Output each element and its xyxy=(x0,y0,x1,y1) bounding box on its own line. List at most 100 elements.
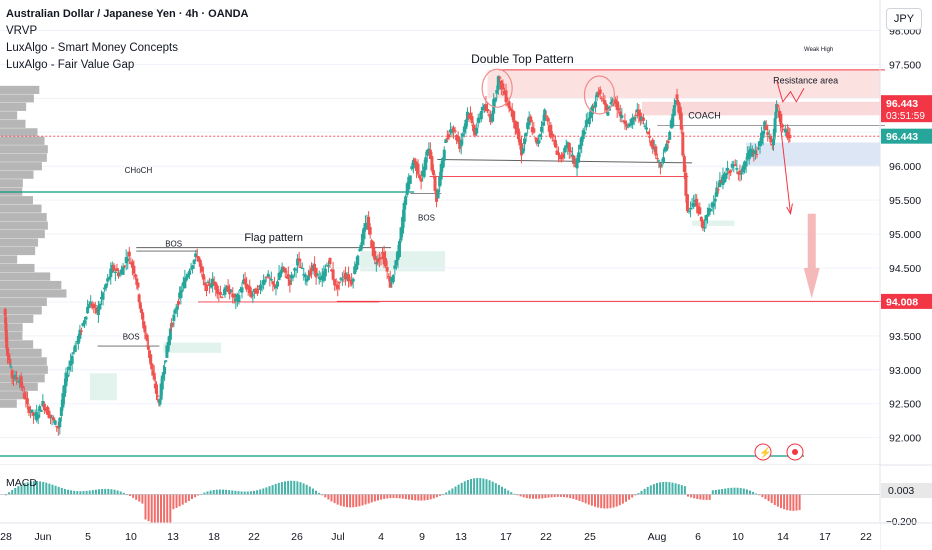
macd-bar xyxy=(764,494,767,500)
candle-body xyxy=(755,154,759,156)
macd-bar xyxy=(88,490,91,495)
time-axis[interactable]: 28 Jun 5 10 13 18 22 26 Jul 4 9 13 17 22 25 Aug 6 10 14 17 2… xyxy=(0,522,932,550)
candle-body xyxy=(390,276,394,283)
candle-body xyxy=(552,140,556,142)
macd-bar xyxy=(262,488,265,495)
candle-body xyxy=(382,252,386,265)
candle-body xyxy=(112,264,116,271)
candle-body xyxy=(698,207,702,215)
macd-bar xyxy=(249,491,252,495)
candle-body xyxy=(410,166,414,170)
macd-bar xyxy=(522,494,525,498)
macd-bar xyxy=(373,494,376,502)
macd-bar xyxy=(352,494,355,508)
macd-bar xyxy=(246,491,249,495)
macd-bar xyxy=(20,484,23,495)
macd-background xyxy=(0,465,880,518)
candle-body xyxy=(320,275,324,280)
candle-body xyxy=(564,145,568,149)
candle-body xyxy=(455,135,459,141)
candle-body xyxy=(577,152,581,163)
macd-bar xyxy=(135,494,138,500)
macd-bar xyxy=(67,489,69,495)
candle-body xyxy=(727,171,731,174)
time-tick-label: 9 xyxy=(419,531,425,543)
volume-profile-bar xyxy=(0,365,48,374)
candle-body xyxy=(452,127,456,132)
candle-body xyxy=(738,170,742,175)
candle-body xyxy=(103,287,107,290)
macd-bar xyxy=(318,492,321,495)
candle-body xyxy=(104,283,108,288)
time-tick-label: 4 xyxy=(378,531,384,543)
candle-body xyxy=(347,274,351,282)
macd-bar xyxy=(615,494,618,507)
macd-bar xyxy=(646,487,649,495)
macd-bar xyxy=(603,494,606,509)
macd-bar xyxy=(705,494,708,500)
candle-body xyxy=(362,227,366,240)
macd-bar xyxy=(73,490,76,495)
candle-body xyxy=(148,350,152,358)
candle-body xyxy=(179,290,183,298)
candle-body xyxy=(262,279,266,286)
candle-body xyxy=(137,294,141,303)
candle-body xyxy=(249,291,253,298)
macd-bar xyxy=(94,489,97,495)
candle-body xyxy=(710,202,714,208)
volume-profile-bar xyxy=(0,119,26,128)
symbol-title[interactable]: Australian Dollar / Japanese Yen · 4h · … xyxy=(6,8,249,20)
candle-body xyxy=(313,264,317,272)
indicator-fvg[interactable]: LuxAlgo - Fair Value Gap xyxy=(6,59,135,71)
candle-body xyxy=(163,366,167,375)
candle-body xyxy=(151,370,155,375)
candle-body xyxy=(519,143,523,156)
candle-body xyxy=(141,312,145,320)
candle-body xyxy=(9,366,13,368)
candle-body xyxy=(769,135,773,143)
candle-body xyxy=(3,308,7,316)
time-tick-label: Jun xyxy=(35,531,52,543)
candle-body xyxy=(773,118,777,133)
macd-bar xyxy=(637,493,640,495)
candle-body xyxy=(145,334,149,342)
macd-bar xyxy=(138,494,141,502)
macd-bar xyxy=(606,494,609,509)
candle-body xyxy=(33,414,37,416)
macd-bar xyxy=(584,494,587,504)
candle-body xyxy=(214,282,218,290)
macd-bar xyxy=(311,488,314,495)
candle-body xyxy=(5,337,9,349)
candle-body xyxy=(704,215,708,221)
candle-body xyxy=(72,352,76,354)
candle-body xyxy=(635,109,639,113)
macd-bar xyxy=(439,494,441,496)
candle-body xyxy=(506,101,510,105)
macd-bar xyxy=(463,481,466,495)
candle-body xyxy=(81,323,85,326)
volume-profile-bar xyxy=(0,230,45,239)
candle-body xyxy=(767,136,771,138)
macd-bar xyxy=(776,494,779,507)
macd-bar xyxy=(156,494,159,525)
candle-body xyxy=(465,111,469,120)
macd-bar xyxy=(538,494,541,499)
macd-bar xyxy=(122,492,125,495)
candle-body xyxy=(584,120,588,128)
candle-body xyxy=(203,282,207,286)
macd-bar xyxy=(265,487,268,495)
macd-bar xyxy=(392,494,395,499)
price-axis[interactable]: 98.00097.50097.00096.50096.00095.50095.0… xyxy=(879,0,932,550)
macd-bar xyxy=(141,494,144,504)
currency-button[interactable]: JPY xyxy=(886,8,922,30)
countdown-tag: 03:51:59 xyxy=(886,111,925,122)
candle-body xyxy=(177,300,181,305)
candle-body xyxy=(58,417,62,428)
candle-body xyxy=(118,274,122,276)
candle-body xyxy=(453,130,457,132)
candle-body xyxy=(566,142,570,148)
macd-bar xyxy=(203,492,206,495)
indicator-smc[interactable]: LuxAlgo - Smart Money Concepts xyxy=(6,42,178,54)
indicator-vrvp[interactable]: VRVP xyxy=(6,25,38,37)
